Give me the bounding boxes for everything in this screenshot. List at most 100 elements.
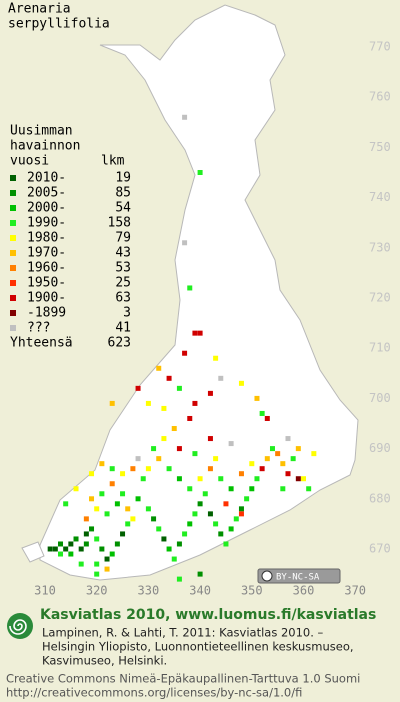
occurrence-square: [238, 511, 244, 517]
aland-islands: [21, 541, 45, 563]
occurrence-square: [89, 471, 95, 477]
legend-swatch: [10, 235, 16, 241]
occurrence-square: [202, 491, 208, 497]
occurrence-square: [47, 546, 53, 552]
y-grid-label: 670: [369, 542, 391, 556]
occurrence-square: [285, 436, 291, 442]
occurrence-square: [83, 541, 89, 547]
occurrence-square: [301, 476, 306, 482]
occurrence-square: [285, 471, 291, 477]
legend-label: 1900-: [27, 291, 66, 306]
x-grid-label: 310: [34, 584, 56, 598]
occurrence-square: [125, 521, 131, 527]
occurrence-square: [89, 526, 95, 532]
x-grid-label: 370: [344, 584, 366, 598]
x-grid-label: 360: [293, 584, 315, 598]
occurrence-square: [68, 551, 74, 557]
occurrence-square: [156, 526, 162, 532]
occurrence-square: [99, 461, 105, 467]
legend-swatch: [10, 310, 16, 316]
species-title: Arenaria: [8, 2, 71, 17]
cc-badge-text: BY-NC-SA: [276, 573, 320, 583]
occurrence-square: [197, 330, 203, 336]
occurrence-square: [213, 355, 219, 361]
footer-title: Kasviatlas 2010, www.luomus.fi/kasviatla…: [40, 607, 376, 623]
legend-swatch: [10, 175, 16, 181]
occurrence-square: [109, 466, 115, 472]
occurrence-square: [228, 441, 234, 447]
y-grid-label: 690: [369, 441, 391, 455]
legend-total-label: Yhteensä: [10, 336, 73, 351]
y-grid-label: 750: [369, 140, 391, 154]
logo: [7, 613, 33, 639]
occurrence-square: [109, 400, 115, 406]
legend-count: 79: [115, 231, 131, 246]
occurrence-square: [94, 571, 100, 577]
legend-label: 1960-: [27, 261, 66, 276]
legend-count: 85: [115, 186, 131, 201]
occurrence-squares: [47, 114, 317, 582]
occurrence-square: [207, 436, 213, 442]
occurrence-square: [109, 481, 115, 487]
occurrence-square: [254, 395, 260, 401]
occurrence-square: [78, 546, 84, 552]
legend-total: 623: [108, 336, 131, 351]
occurrence-square: [213, 521, 219, 527]
occurrence-square: [275, 451, 281, 457]
occurrence-square: [156, 456, 162, 462]
occurrence-square: [125, 506, 131, 512]
occurrence-square: [109, 551, 115, 557]
occurrence-square: [89, 496, 95, 502]
legend-label: 1980-: [27, 231, 66, 246]
occurrence-square: [52, 546, 58, 552]
occurrence-square: [187, 521, 193, 527]
occurrence-square: [176, 446, 182, 452]
x-grid-label: 330: [138, 584, 160, 598]
occurrence-square: [223, 501, 229, 507]
occurrence-square: [176, 476, 182, 482]
occurrence-square: [192, 451, 198, 457]
occurrence-square: [218, 375, 224, 381]
occurrence-square: [151, 516, 157, 522]
legend-swatch: [10, 265, 16, 271]
occurrence-square: [207, 390, 213, 396]
occurrence-square: [130, 466, 136, 472]
occurrence-square: [135, 496, 141, 502]
grid-labels: 770 760 750 740 730 720 710 700 690 680 670 310 320 3…: [34, 40, 391, 598]
occurrence-square: [197, 170, 203, 175]
y-grid-label: 740: [369, 190, 391, 204]
occurrence-square: [99, 546, 105, 552]
legend-header: Uusimman: [10, 124, 73, 139]
occurrence-square: [197, 476, 203, 482]
occurrence-square: [73, 536, 79, 542]
occurrence-square: [120, 531, 126, 537]
occurrence-square: [73, 486, 79, 492]
y-grid-label: 710: [369, 341, 391, 355]
occurrence-square: [94, 561, 100, 567]
y-grid-label: 770: [369, 40, 391, 54]
occurrence-square: [228, 486, 234, 492]
occurrence-square: [171, 426, 177, 432]
legend-count: 19: [115, 171, 131, 186]
legend-swatch: [10, 295, 16, 301]
legend-label: 1970-: [27, 246, 66, 261]
legend-count: 53: [115, 261, 131, 276]
license: http://creativecommons.org/licenses/by-n…: [6, 686, 302, 700]
occurrence-square: [254, 476, 260, 482]
occurrence-square: [176, 576, 182, 582]
legend-swatch: [10, 250, 16, 256]
occurrence-square: [264, 415, 270, 421]
citation: Helsingin Yliopisto, Luonnontieteellinen…: [42, 640, 354, 654]
occurrence-square: [161, 536, 167, 542]
occurrence-square: [94, 536, 100, 542]
occurrence-square: [145, 400, 151, 406]
logo-spiral: [9, 619, 27, 635]
occurrence-square: [104, 556, 110, 562]
occurrence-square: [192, 400, 198, 406]
occurrence-square: [145, 506, 151, 512]
citation: Kasvimuseo, Helsinki.: [42, 654, 167, 668]
occurrence-square: [269, 446, 275, 452]
y-grid-label: 730: [369, 240, 391, 254]
legend-label: 2000-: [27, 201, 66, 216]
occurrence-square: [249, 461, 255, 467]
